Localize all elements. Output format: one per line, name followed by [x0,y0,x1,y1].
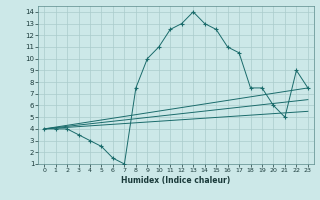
X-axis label: Humidex (Indice chaleur): Humidex (Indice chaleur) [121,176,231,185]
